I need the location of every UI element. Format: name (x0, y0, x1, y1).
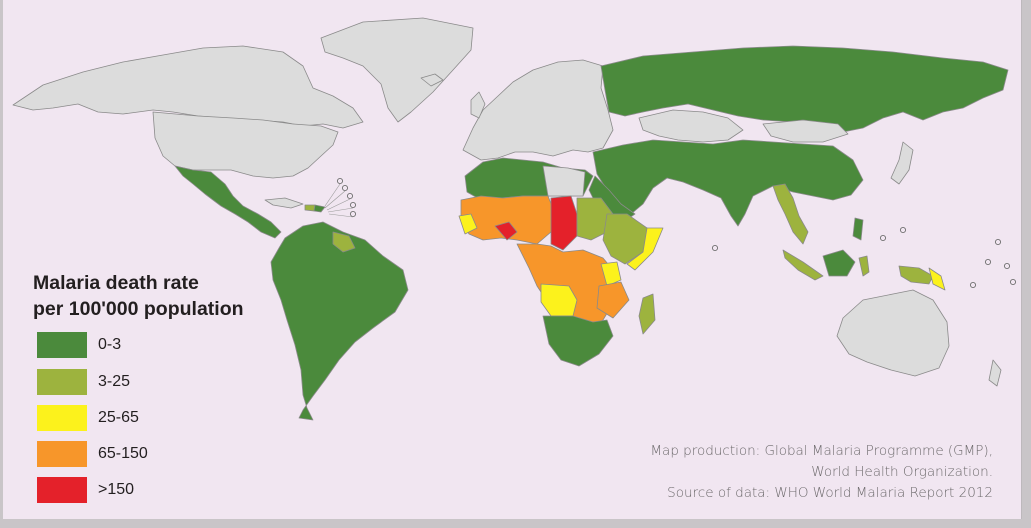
borneo (822, 249, 856, 277)
philippines (852, 217, 864, 241)
island-marker (349, 210, 357, 218)
credits-line-1: Map production: Global Malaria Programme… (650, 443, 993, 459)
somalia (626, 227, 664, 271)
island-marker (341, 184, 349, 192)
legend-item-25-65: 25-65 (37, 405, 267, 431)
kazakhstan (638, 109, 744, 143)
legend-title: Malaria death rate per 100'000 populatio… (33, 270, 293, 322)
island-marker (336, 177, 344, 185)
greenland (320, 17, 474, 123)
legend-label: 3-25 (98, 373, 131, 390)
legend-swatch (37, 369, 87, 395)
legend-swatch (37, 332, 87, 358)
legend-label: 25-65 (98, 409, 139, 426)
myanmar-indochina (772, 183, 809, 245)
chad-red (550, 195, 578, 251)
guyana-suriname (332, 231, 356, 253)
legend-label: 65-150 (98, 445, 148, 462)
legend-swatch (37, 405, 87, 431)
kenya-yellow (600, 261, 622, 287)
dominican-republic (313, 204, 326, 213)
haiti (304, 204, 316, 212)
indonesia-west (782, 249, 824, 281)
sahel-orange (460, 195, 556, 245)
algeria-libya-grey (542, 165, 586, 197)
tanzania-orange (596, 281, 630, 319)
map-credits: Map production: Global Malaria Programme… (563, 441, 993, 504)
map-frame: Malaria death rate per 100'000 populatio… (3, 0, 1022, 519)
island-marker (711, 244, 719, 252)
island-marker (1003, 262, 1011, 270)
legend-item-0-3: 0-3 (37, 332, 267, 358)
legend-title-line2: per 100'000 population (33, 298, 244, 320)
island-marker (349, 201, 357, 209)
legend-item-3-25: 3-25 (37, 369, 267, 395)
cuba (264, 197, 304, 209)
world-map (12, 17, 1017, 421)
png-east (928, 267, 946, 291)
legend: Malaria death rate per 100'000 populatio… (33, 270, 293, 503)
north-america-north (12, 45, 364, 129)
legend-item-over-150: >150 (37, 477, 267, 503)
credits-line-3: Source of data: WHO World Malaria Report… (667, 485, 993, 501)
legend-title-line1: Malaria death rate (33, 272, 199, 294)
new-guinea (898, 265, 934, 285)
island-marker (969, 281, 977, 289)
legend-item-65-150: 65-150 (37, 441, 267, 467)
mongolia (762, 119, 849, 143)
island-marker (984, 258, 992, 266)
iceland (420, 73, 444, 87)
southern-africa-green (542, 315, 614, 367)
legend-label: >150 (98, 481, 135, 498)
europe (462, 59, 614, 161)
west-africa-yellow (458, 213, 478, 235)
island-marker (899, 226, 907, 234)
legend-label: 0-3 (98, 336, 122, 353)
new-zealand (988, 359, 1002, 387)
sulawesi (858, 255, 870, 277)
nigeria-red (494, 221, 518, 241)
australia (836, 289, 950, 377)
credits-line-2: World Health Organization. (811, 464, 993, 480)
island-marker (879, 234, 887, 242)
island-marker (994, 238, 1002, 246)
mexico (174, 165, 282, 239)
japan (890, 141, 914, 185)
south-america (270, 221, 409, 421)
madagascar (638, 293, 656, 335)
island-marker (1009, 278, 1017, 286)
russia (600, 45, 1009, 133)
uk (470, 91, 486, 119)
legend-swatch (37, 441, 87, 467)
legend-swatch (37, 477, 87, 503)
island-marker (346, 192, 354, 200)
